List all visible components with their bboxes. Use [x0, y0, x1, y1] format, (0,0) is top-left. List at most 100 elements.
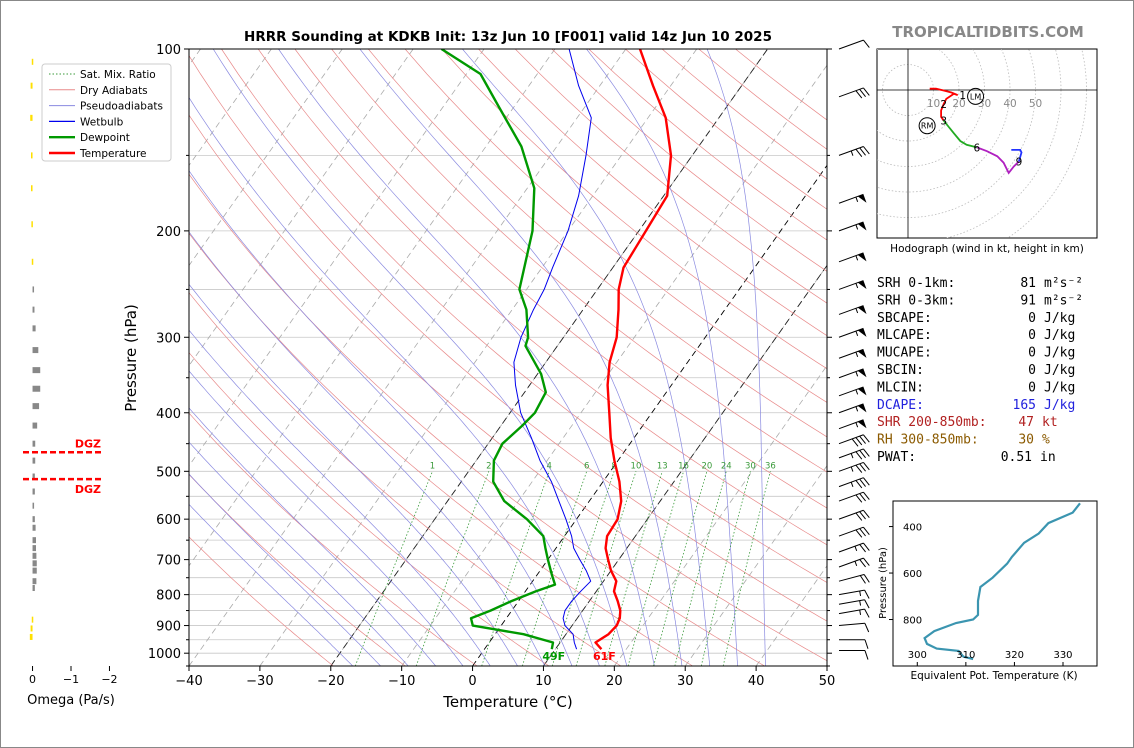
- pseudoadiabat-line: [189, 370, 464, 666]
- barb-staff: [838, 348, 864, 359]
- omega-x-tick-label: −2: [101, 673, 117, 686]
- wind-barbs: [838, 39, 870, 660]
- wind-barb: [838, 252, 867, 263]
- hodograph-segment: [1011, 149, 1023, 162]
- mixing-ratio-line: [722, 471, 771, 666]
- pseudoadiabat-line: [462, 49, 711, 666]
- wind-barb: [838, 305, 867, 315]
- parameter-label: SBCIN:: [877, 363, 924, 378]
- mixing-ratio-label: 8: [611, 461, 616, 471]
- barb-pennant: [857, 252, 867, 262]
- barb-staff: [838, 573, 865, 582]
- wind-barb: [839, 650, 869, 660]
- y-tick-label: 400: [156, 407, 181, 422]
- legend-label: Dry Adiabats: [80, 85, 148, 97]
- surface-temperature-label: 61F: [593, 650, 616, 663]
- wind-barb: [838, 448, 870, 460]
- barb-half-flag: [855, 422, 859, 428]
- wind-barb: [838, 221, 867, 232]
- wind-barb: [838, 573, 870, 584]
- mixing-ratio-line: [354, 471, 433, 666]
- dry-adiabat-line: [189, 292, 622, 666]
- barb-staff: [838, 526, 864, 537]
- barb-flag: [863, 87, 870, 96]
- mixing-ratio-line: [674, 471, 727, 666]
- parameter-unit: kt: [1042, 415, 1058, 430]
- dry-adiabat-line: [514, 49, 827, 304]
- reference-isotherm-line: [330, 49, 768, 666]
- omega-bar: [32, 440, 36, 447]
- dry-adiabat-line: [221, 49, 827, 583]
- mixing-ratio-label: 6: [584, 461, 589, 471]
- mixing-ratio-line: [627, 471, 684, 666]
- omega-panel: 0 −1 −2 DGZ DGZ: [23, 58, 118, 686]
- omega-bar: [32, 488, 35, 495]
- barb-flag: [855, 464, 863, 473]
- x-tick-label: −10: [388, 674, 415, 689]
- mixing-ratio-line: [481, 471, 550, 666]
- dry-adiabat-line: [189, 412, 478, 666]
- dry-adiabat-line: [478, 49, 827, 337]
- x-tick-label: 50: [819, 674, 836, 689]
- barb-flag: [863, 526, 870, 535]
- barb-flag: [859, 511, 866, 520]
- wind-barb: [838, 87, 870, 99]
- parameter-unit: m²s⁻²: [1044, 293, 1083, 308]
- barb-half-flag: [855, 283, 859, 289]
- omega-bar: [32, 367, 41, 374]
- wetbulb-profile-line: [513, 49, 592, 650]
- hodograph-ring-label: 40: [1003, 98, 1016, 110]
- legend: Sat. Mix. Ratio Dry Adiabats Pseudoadiabat…: [41, 63, 172, 162]
- theta-e-line: [923, 502, 1081, 661]
- omega-bar: [32, 537, 36, 544]
- omega-bar: [32, 347, 39, 354]
- surface-dewpoint-label: 49F: [542, 650, 565, 663]
- barb-pennant: [857, 221, 867, 231]
- barb-flag: [863, 574, 870, 583]
- barb-staff: [838, 386, 864, 397]
- skewt-frame: [188, 48, 828, 667]
- theta-e-y-tick-label: 800: [903, 616, 922, 627]
- barb-flag: [863, 434, 870, 443]
- chart-title: HRRR Sounding at KDKB Init: 13z Jun 10 […: [244, 29, 772, 45]
- dry-adiabat-line: [189, 173, 765, 666]
- barb-staff: [838, 39, 864, 50]
- storm-motion-marker: [918, 117, 936, 135]
- parameter-label: SBCAPE:: [877, 311, 932, 326]
- barb-flag: [855, 512, 863, 521]
- barb-half-flag: [855, 255, 859, 261]
- mixing-ratio-label: 1: [430, 461, 435, 471]
- barb-flag: [864, 608, 870, 618]
- parameter-value: 0: [1028, 328, 1036, 343]
- parameters-table: SRH 0-1km: 81 m²s⁻² SRH 0-3km: 91 m²s⁻² SBCAPE…: [877, 276, 1083, 465]
- parameter-label: DCAPE:: [877, 398, 924, 413]
- barb-flag: [863, 477, 870, 486]
- barb-staff: [838, 509, 864, 520]
- y-tick-label: 600: [156, 513, 181, 528]
- barb-staff: [838, 327, 864, 338]
- mixing-ratio-label: 36: [765, 461, 776, 471]
- mixing-ratio-label: 13: [657, 461, 668, 471]
- y-tick-label: 800: [156, 589, 181, 604]
- barb-flag: [863, 542, 870, 551]
- omega-bar: [32, 457, 36, 464]
- x-tick-label: −20: [317, 674, 344, 689]
- barb-flag: [859, 435, 866, 444]
- wind-barb: [838, 461, 870, 473]
- hodograph-segment: [942, 120, 978, 149]
- theta-e-y-label: Pressure (hPa): [878, 547, 889, 619]
- wind-barb: [838, 403, 867, 414]
- pseudoadiabat-line: [359, 49, 683, 666]
- barb-half-flag: [859, 600, 862, 606]
- skewt-background-lines: 1 2 4 6 8 10 13 16 20 24 30 36: [189, 49, 827, 666]
- x-tick-label: 0: [468, 674, 476, 689]
- y-tick-label: 500: [156, 465, 181, 480]
- mixing-ratio-line: [551, 471, 615, 666]
- parameter-unit: J/kg: [1044, 346, 1075, 361]
- wind-barb: [838, 589, 870, 599]
- wind-barb: [838, 327, 867, 338]
- parameter-label: RH 300-850mb:: [877, 433, 979, 448]
- barb-flag: [855, 148, 863, 157]
- parameter-unit: J/kg: [1044, 328, 1075, 343]
- wind-barb: [838, 557, 870, 568]
